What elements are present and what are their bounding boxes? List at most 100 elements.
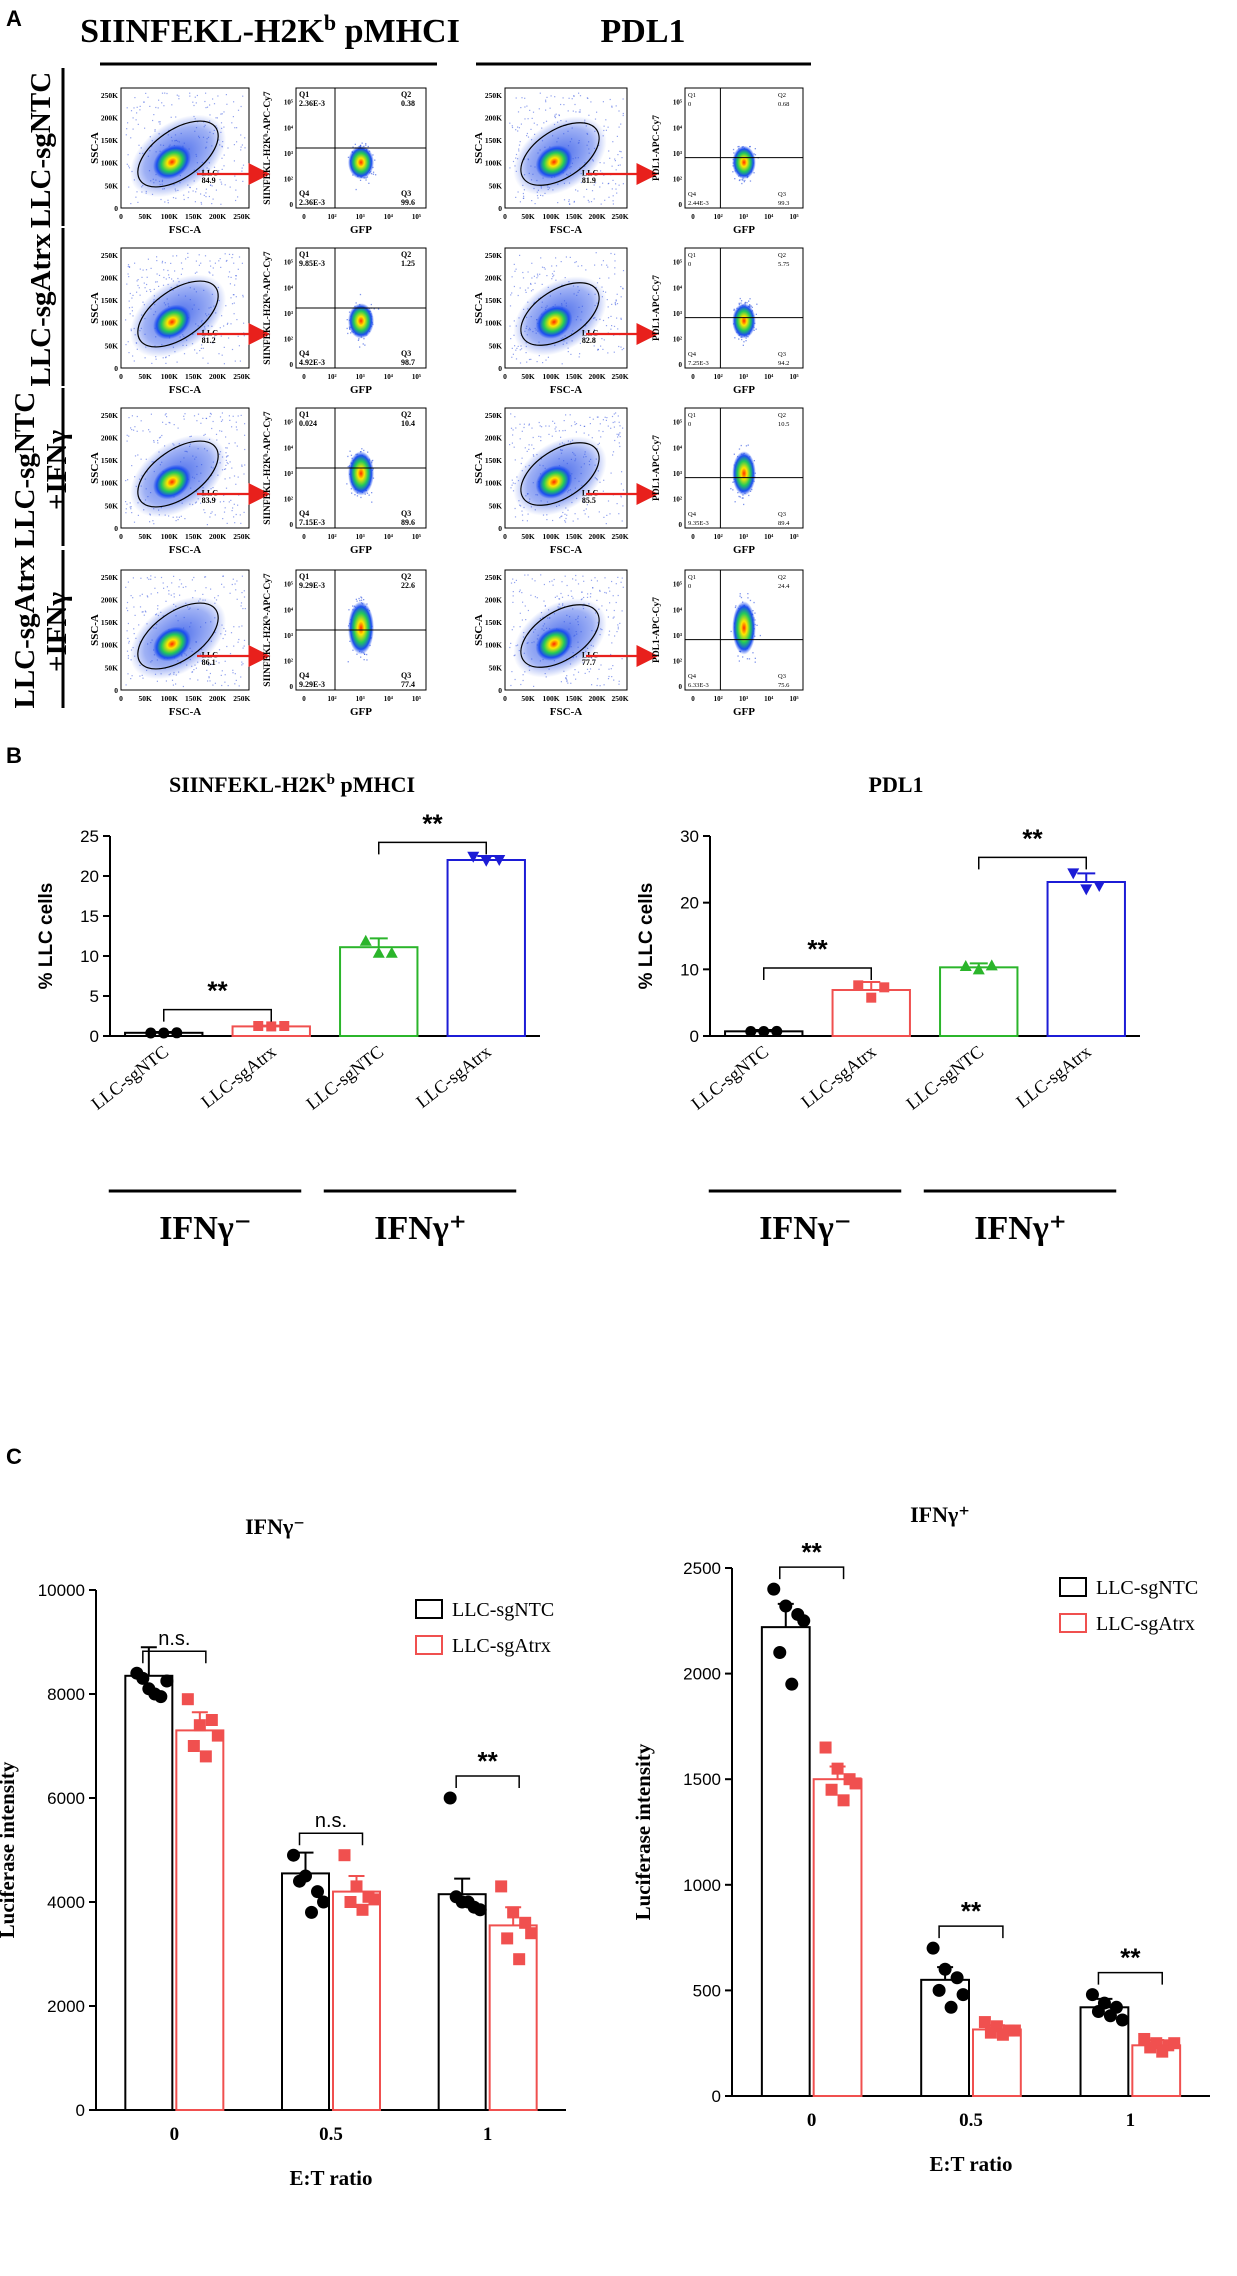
fsc-ssc-event-dot xyxy=(592,587,594,589)
fsc-ssc-event-dot xyxy=(607,616,609,618)
fsc-ssc-event-dot xyxy=(212,342,214,344)
fsc-ssc-event-dot xyxy=(511,125,513,127)
fsc-ssc-event-dot xyxy=(527,287,529,289)
fsc-ssc-event-dot xyxy=(168,274,170,276)
fsc-ssc-event-dot xyxy=(205,196,207,198)
fsc-ssc-event-dot xyxy=(552,276,554,278)
q3-value: 75.6 xyxy=(778,682,790,689)
marker-tick: 10³ xyxy=(284,470,293,478)
gfp-tick: 10³ xyxy=(739,213,748,221)
fsc-ssc-event-dot xyxy=(147,596,149,598)
fsc-ssc-event-dot xyxy=(543,583,545,586)
fsc-ssc-event-dot xyxy=(606,417,608,419)
fsc-ssc-event-dot xyxy=(224,468,227,470)
fsc-ssc-event-dot xyxy=(517,130,519,132)
fsc-ssc-event-dot xyxy=(157,107,159,109)
fsc-ssc-event-dot xyxy=(178,98,180,100)
data-point xyxy=(745,1025,757,1037)
fsc-ssc-event-dot xyxy=(524,118,526,120)
gfp-event-dot xyxy=(734,501,736,503)
fsc-ssc-event-dot xyxy=(534,282,536,284)
fsc-ssc-event-dot xyxy=(594,118,597,120)
fsc-ssc-event-dot xyxy=(584,425,586,427)
fsc-ssc-event-dot xyxy=(137,454,139,456)
fsc-ssc-event-dot xyxy=(222,637,224,640)
fsc-ssc-event-dot xyxy=(179,594,181,596)
fsc-ssc-event-dot xyxy=(555,430,557,432)
fsc-ssc-event-dot xyxy=(574,261,576,264)
fsc-ssc-event-dot xyxy=(212,267,214,269)
fsc-ssc-event-dot xyxy=(128,352,130,354)
fsc-ssc-event-dot xyxy=(131,297,133,299)
ssc-axis-label: SSC-A xyxy=(89,292,101,324)
fsc-ssc-event-dot xyxy=(130,506,132,508)
fsc-ssc-event-dot xyxy=(241,144,243,146)
gfp-event-dot xyxy=(730,630,732,633)
fsc-ssc-event-dot xyxy=(241,170,243,172)
fsc-ssc-event-dot xyxy=(603,684,605,686)
gfp-event-dot xyxy=(360,596,362,598)
fsc-ssc-event-dot xyxy=(615,304,617,306)
fsc-ssc-event-dot xyxy=(229,461,231,463)
fsc-ssc-event-dot xyxy=(219,179,221,181)
fsc-ssc-event-dot xyxy=(517,111,520,113)
fsc-ssc-event-dot xyxy=(614,273,616,275)
q4-value: 9.35E-3 xyxy=(688,520,709,527)
bar-3 xyxy=(446,859,526,1037)
fsc-ssc-event-dot xyxy=(619,150,621,152)
fsc-ssc-event-dot xyxy=(590,201,593,203)
q3-name: Q3 xyxy=(778,191,786,198)
fsc-ssc-event-dot xyxy=(542,195,544,197)
fsc-ssc-event-dot xyxy=(221,412,223,414)
fsc-ssc-event-dot xyxy=(208,676,210,678)
q1-value: 0.024 xyxy=(299,419,317,428)
fsc-ssc-event-dot xyxy=(517,126,519,128)
gfp-event-dot xyxy=(732,489,734,491)
fsc-ssc-event-dot xyxy=(519,626,521,628)
data-point xyxy=(187,1740,200,1752)
fsc-ssc-event-dot xyxy=(539,273,541,275)
fsc-ssc-event-dot xyxy=(582,575,584,577)
fsc-ssc-events xyxy=(125,252,245,365)
fsc-ssc-event-dot xyxy=(607,317,610,319)
data-point xyxy=(480,855,493,867)
fsc-ssc-event-dot xyxy=(536,273,539,275)
gfp-event-dot xyxy=(749,180,752,182)
ssc-tick: 250K xyxy=(101,411,118,420)
fsc-ssc-event-dot xyxy=(509,646,511,649)
fsc-ssc-event-dot xyxy=(523,423,525,425)
fsc-ssc-event-dot xyxy=(604,577,606,579)
fsc-ssc-event-dot xyxy=(610,315,612,317)
fsc-ssc-event-dot xyxy=(139,268,141,270)
fsc-ssc-event-dot xyxy=(608,634,610,636)
fsc-ssc-event-dot xyxy=(150,593,152,595)
fsc-ssc-event-dot xyxy=(203,194,205,196)
y-tick-label: 1500 xyxy=(683,1770,721,1789)
data-point xyxy=(501,1932,514,1945)
fsc-ssc-event-dot xyxy=(541,283,543,285)
gfp-event-dot xyxy=(740,444,742,447)
fsc-ssc-event-dot xyxy=(238,626,240,628)
significance-bracket xyxy=(1097,1971,1163,1985)
fsc-ssc-event-dot xyxy=(602,430,604,433)
fsc-ssc-event-dot xyxy=(132,128,134,130)
llc-gate-ellipse xyxy=(520,442,600,506)
fsc-ssc-event-dot xyxy=(610,427,612,429)
fsc-ssc-event-dot xyxy=(512,429,514,431)
category-label: LLC-sgNTC xyxy=(87,1041,172,1113)
fsc-ssc-event-dot xyxy=(612,141,614,143)
data-point xyxy=(1067,868,1080,880)
fsc-ssc-event-dot xyxy=(524,106,526,108)
fsc-ssc-event-dot xyxy=(522,277,525,279)
fsc-ssc-event-dot xyxy=(220,203,222,205)
fsc-ssc-event-dot xyxy=(533,448,535,450)
fsc-ssc-event-dot xyxy=(205,188,207,190)
fsc-ssc-event-dot xyxy=(536,361,538,363)
fsc-ssc-event-dot xyxy=(239,514,241,516)
fsc-ssc-event-dot xyxy=(543,267,545,269)
fsc-ssc-event-dot xyxy=(577,583,580,585)
ssc-tick: 0 xyxy=(114,686,118,695)
fsc-ssc-event-dot xyxy=(208,271,210,273)
fsc-ssc-density-core xyxy=(152,626,192,662)
fsc-ssc-event-dot xyxy=(591,684,593,686)
